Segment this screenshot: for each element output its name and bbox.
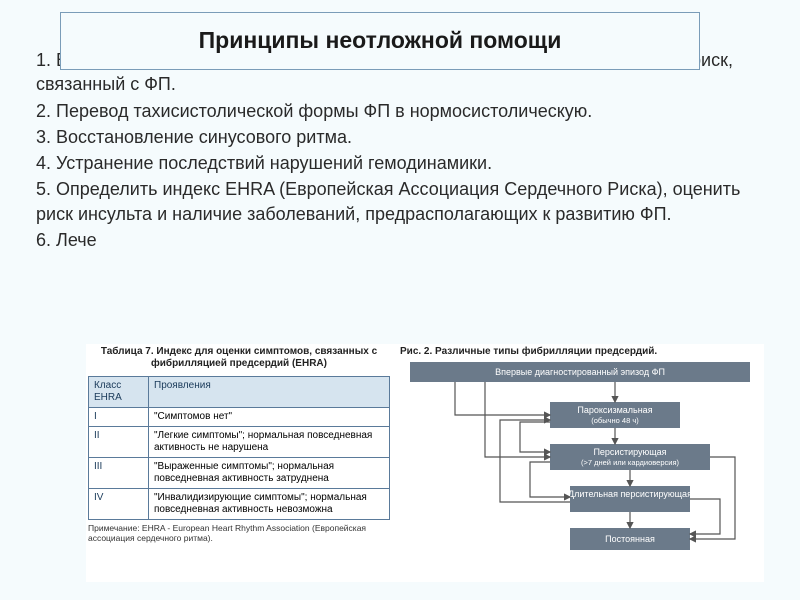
- table-header: Класс EHRA: [89, 377, 149, 408]
- table-caption: Таблица 7. Индекс для оценки симптомов, …: [88, 346, 390, 370]
- flowchart-svg: Впервые диагностированный эпизод ФП Паро…: [400, 362, 760, 562]
- table-cell: III: [89, 458, 149, 489]
- table-note: Примечание: EHRA - European Heart Rhythm…: [88, 524, 390, 544]
- list-item: 6. Лече: [36, 228, 756, 252]
- flow-sublabel: (обычно 48 ч): [591, 416, 639, 425]
- flow-label: Постоянная: [605, 534, 655, 544]
- table-cell: II: [89, 427, 149, 458]
- flow-label: Пароксизмальная: [577, 405, 652, 415]
- table-row: IV "Инвалидизирующие симптомы"; нормальн…: [89, 489, 390, 520]
- flowchart-block: Рис. 2. Различные типы фибрилляции предс…: [396, 344, 764, 582]
- title-box: Принципы неотложной помощи: [60, 12, 700, 70]
- figures-panel: Таблица 7. Индекс для оценки симптомов, …: [86, 344, 764, 582]
- table-row: I "Симптомов нет": [89, 408, 390, 427]
- flow-label: Впервые диагностированный эпизод ФП: [495, 367, 665, 377]
- table-cell: I: [89, 408, 149, 427]
- list-item: 3. Восстановление синусового ритма.: [36, 125, 756, 149]
- table-header: Проявления: [149, 377, 390, 408]
- table-header-row: Класс EHRA Проявления: [89, 377, 390, 408]
- table-cell: "Симптомов нет": [149, 408, 390, 427]
- table-cell: IV: [89, 489, 149, 520]
- page-title: Принципы неотложной помощи: [199, 28, 562, 53]
- flow-label: Длительная персистирующая: [568, 489, 692, 499]
- ehra-table-block: Таблица 7. Индекс для оценки симптомов, …: [86, 344, 396, 582]
- list-item: 5. Определить индекс EHRA (Европейская А…: [36, 177, 756, 226]
- list-item: 2. Перевод тахисистолической формы ФП в …: [36, 99, 756, 123]
- table-cell: "Легкие симптомы"; нормальная повседневн…: [149, 427, 390, 458]
- table-row: II "Легкие симптомы"; нормальная повседн…: [89, 427, 390, 458]
- table-row: III "Выраженные симптомы"; нормальная по…: [89, 458, 390, 489]
- table-cell: "Выраженные симптомы"; нормальная повсед…: [149, 458, 390, 489]
- ehra-table: Класс EHRA Проявления I "Симптомов нет" …: [88, 376, 390, 520]
- list-item: 4. Устранение последствий нарушений гемо…: [36, 151, 756, 175]
- principles-list: 1. Всему сразу необходимо в первую очере…: [36, 48, 756, 254]
- table-cell: "Инвалидизирующие симптомы"; нормальная …: [149, 489, 390, 520]
- flow-label: Персистирующая: [593, 447, 666, 457]
- flow-sublabel: (>7 дней или кардиоверсия): [581, 458, 680, 467]
- flow-caption: Рис. 2. Различные типы фибрилляции предс…: [400, 346, 760, 358]
